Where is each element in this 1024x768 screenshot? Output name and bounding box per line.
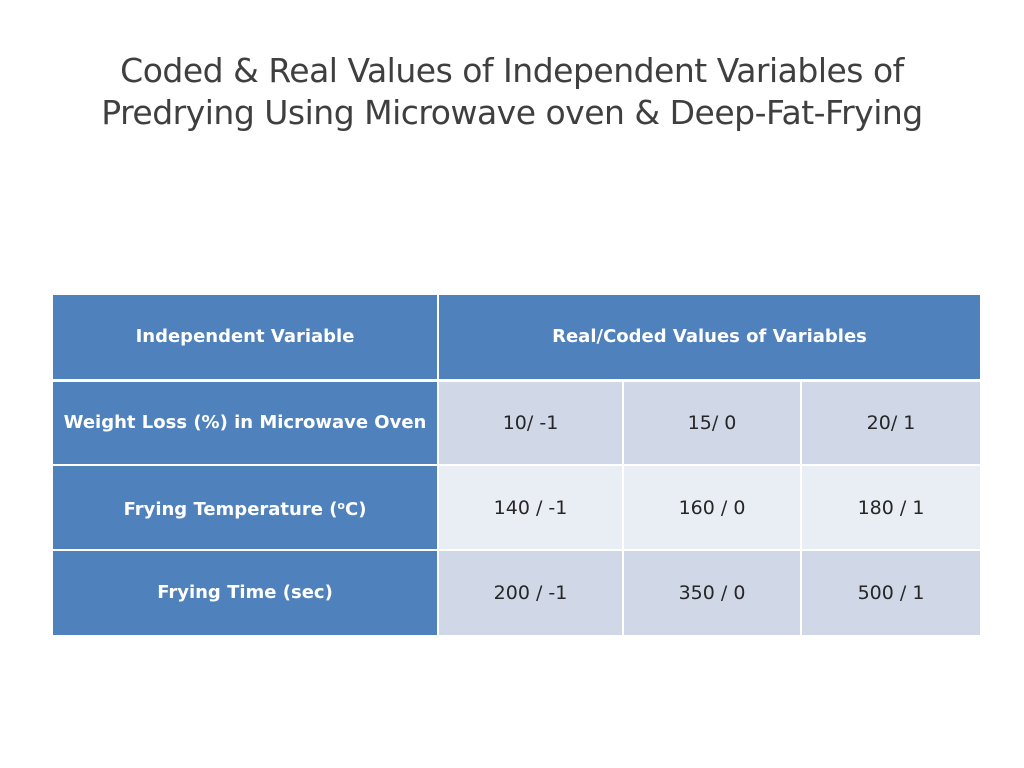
- header-independent-variable: Independent Variable: [53, 295, 439, 382]
- value-cell: 15/ 0: [622, 379, 802, 466]
- table-row: Weight Loss (%) in Microwave Oven 10/ -1…: [53, 379, 981, 466]
- degree-superscript: o: [337, 498, 345, 512]
- value-cell: 10/ -1: [437, 379, 624, 466]
- value-cell: 200 / -1: [437, 549, 624, 635]
- variable-weight-loss: Weight Loss (%) in Microwave Oven: [53, 379, 439, 466]
- slide-title-line-1: Coded & Real Values of Independent Varia…: [120, 51, 904, 90]
- value-cell: 350 / 0: [622, 549, 802, 635]
- table-row: Frying Time (sec) 200 / -1 350 / 0 500 /…: [53, 549, 981, 635]
- header-real-coded-values: Real/Coded Values of Variables: [436, 295, 981, 382]
- variable-frying-temperature: Frying Temperature (oC): [53, 464, 439, 551]
- value-cell: 20/ 1: [799, 379, 981, 466]
- value-cell: 140 / -1: [437, 464, 624, 551]
- variable-frying-temperature-suffix: C): [344, 498, 367, 520]
- variables-table: Independent Variable Real/Coded Values o…: [53, 295, 981, 635]
- value-cell: 500 / 1: [799, 549, 981, 635]
- table-header-row: Independent Variable Real/Coded Values o…: [53, 295, 981, 382]
- variable-frying-temperature-prefix: Frying Temperature (: [123, 498, 338, 520]
- value-cell: 180 / 1: [799, 464, 981, 551]
- value-cell: 160 / 0: [622, 464, 802, 551]
- variable-frying-time: Frying Time (sec): [53, 549, 439, 635]
- slide-title: Coded & Real Values of Independent Varia…: [0, 50, 1024, 134]
- slide-title-line-2: Predrying Using Microwave oven & Deep-Fa…: [101, 93, 923, 132]
- table-row: Frying Temperature (oC) 140 / -1 160 / 0…: [53, 464, 981, 551]
